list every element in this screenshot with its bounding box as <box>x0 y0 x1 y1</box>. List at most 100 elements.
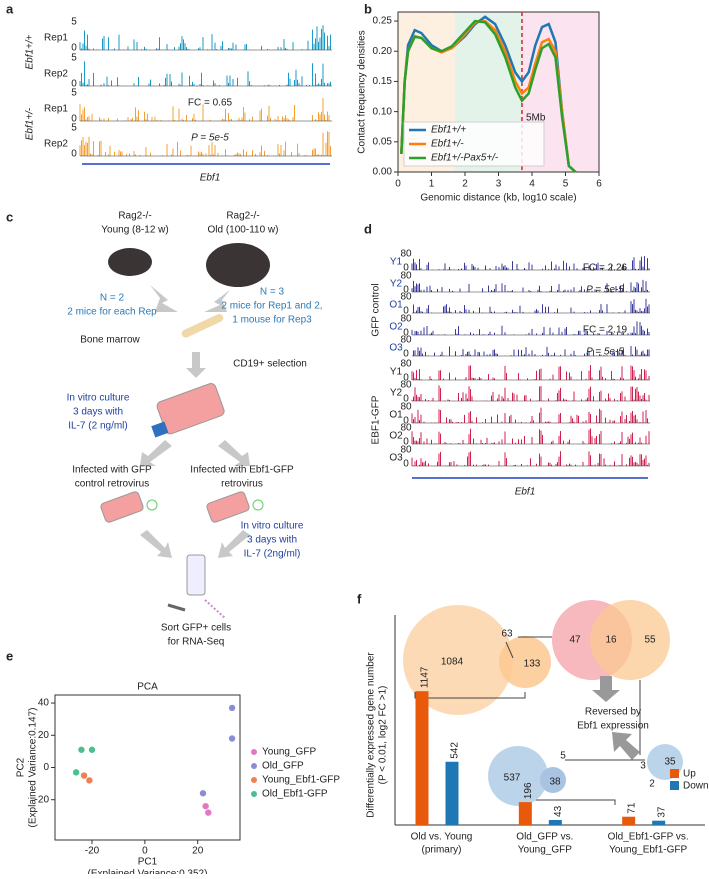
annotation: P = 5e-5 <box>586 285 624 296</box>
flask <box>156 383 225 435</box>
bar <box>622 816 636 825</box>
scale-label: 5 <box>71 123 77 134</box>
x-tick-label: 1 <box>429 179 435 190</box>
x-tick-label: Young_Ebf1-GFP <box>609 845 687 856</box>
venn-label: 2 <box>649 779 655 790</box>
scale-label: 0 <box>403 306 409 317</box>
bar <box>445 761 459 825</box>
x-tick-label: Old vs. Young <box>411 832 473 843</box>
signal-track <box>411 407 650 423</box>
y-axis-label: Differentially expressed gene number <box>366 652 377 818</box>
point <box>72 769 80 776</box>
scale-label: 0 <box>403 349 409 360</box>
bar <box>652 820 666 825</box>
legend-label: Ebf1+/-Pax5+/- <box>431 153 499 164</box>
legend-label: Ebf1+/- <box>431 139 464 150</box>
diagram-text: IL-7 (2ng/ml) <box>244 549 301 560</box>
scale-label: 0 <box>403 328 409 339</box>
panel-label: a <box>6 1 14 16</box>
value-label: 196 <box>523 782 534 799</box>
venn-label: 16 <box>605 635 617 646</box>
scale-label: 80 <box>400 314 412 325</box>
diagram-text: Bone marrow <box>80 335 140 346</box>
venn-label: 133 <box>524 659 541 670</box>
diagram-text: 2 mice for each Rep <box>67 307 157 318</box>
series-line <box>400 19 577 173</box>
diagram-text: Infected with Ebf1-GFP <box>190 465 294 476</box>
legend-box <box>403 121 545 167</box>
scale-label: 0 <box>403 263 409 274</box>
value-label: 542 <box>450 742 461 759</box>
x-axis-label: (Explained Variance:0.352) <box>88 869 208 874</box>
diagram-text: Rag2-/- <box>118 211 151 222</box>
y-axis-label: (P < 0.01, log2 FC >1) <box>378 686 389 785</box>
diagram-text: 3 days with <box>73 407 123 418</box>
bar <box>518 802 532 825</box>
diagram-text: Infected with GFP <box>72 465 152 476</box>
scale-label: 0 <box>403 437 409 448</box>
scale-label: 0 <box>71 43 77 54</box>
track-label: Rep1 <box>44 33 68 44</box>
signal-track <box>411 428 650 444</box>
point <box>228 704 236 712</box>
point <box>228 735 236 742</box>
legend-label: Up <box>683 769 696 780</box>
track-label: Rep2 <box>44 139 68 150</box>
diagram-text: N = 3 <box>260 287 285 298</box>
bracket <box>529 799 616 805</box>
legend-label: Down <box>683 781 709 792</box>
point <box>199 790 207 797</box>
y-axis-label: (Explained Variance:0.147) <box>28 708 39 828</box>
diagram-text: 3 days with <box>247 535 297 546</box>
panel-label: e <box>6 648 13 663</box>
point <box>205 809 212 816</box>
venn-label: 47 <box>569 635 581 646</box>
diagram-text: control retrovirus <box>75 479 149 490</box>
scale-label: 5 <box>71 88 77 99</box>
value-label: 71 <box>626 802 637 814</box>
x-tick-label: 0 <box>142 846 148 857</box>
bracket <box>414 692 526 699</box>
x-tick-label: 20 <box>192 846 204 857</box>
signal-track <box>411 451 650 466</box>
venn-label: 35 <box>664 757 676 768</box>
venn-circle <box>488 746 548 806</box>
chart-title: PCA <box>137 682 158 693</box>
flask-cap <box>151 421 169 438</box>
x-tick-label: 0 <box>395 179 401 190</box>
scale-label: 80 <box>400 359 412 370</box>
scale-label: 80 <box>400 292 412 303</box>
annotation: P = 5e-5 <box>586 347 624 358</box>
scale-label: 80 <box>400 271 412 282</box>
venn-label: 5 <box>560 751 566 762</box>
x-tick-label: 6 <box>596 179 602 190</box>
diagram-text: retrovirus <box>221 479 263 490</box>
x-tick-label: Young_GFP <box>518 845 572 856</box>
venn-label: 38 <box>549 777 561 788</box>
y-tick-label: 40 <box>38 698 50 709</box>
x-tick-label: Old_Ebf1-GFP vs. <box>608 832 689 843</box>
arrow <box>592 676 620 702</box>
mouse-old <box>206 243 270 287</box>
point <box>88 746 96 753</box>
value-label: 37 <box>656 806 667 818</box>
scale-label: 0 <box>71 114 77 125</box>
signal-track <box>79 25 331 50</box>
y-tick-label: 20 <box>38 730 50 741</box>
scale-label: 0 <box>403 285 409 296</box>
flask <box>206 491 250 523</box>
diagram-text: for RNA-Seq <box>168 637 225 648</box>
panel-label: d <box>364 221 372 236</box>
diagram-text: N = 2 <box>100 293 125 304</box>
diagram-text: IL-7 (2 ng/ml) <box>68 421 127 432</box>
venn-label: Ebf1 expression <box>577 721 649 732</box>
diagram-text: Young (8-12 w) <box>101 225 168 236</box>
diagram-text: 1 mouse for Rep3 <box>232 315 312 326</box>
scale-label: 0 <box>403 373 409 384</box>
track-label: O2 <box>389 431 403 442</box>
y-tick-label: -20 <box>35 794 50 805</box>
x-tick-label: 3 <box>496 179 502 190</box>
flask <box>100 491 144 523</box>
scale-label: 0 <box>71 149 77 160</box>
